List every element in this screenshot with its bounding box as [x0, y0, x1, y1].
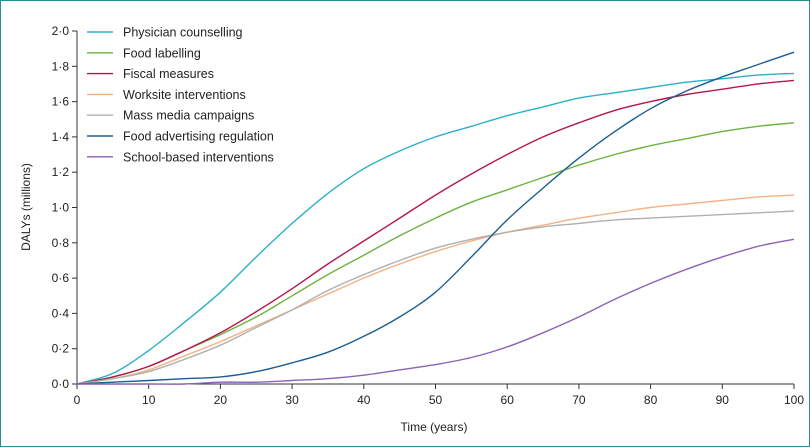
- legend-label: Food advertising regulation: [123, 130, 274, 144]
- legend-label: Food labelling: [123, 46, 201, 60]
- y-tick-label: 0·2: [52, 342, 70, 356]
- y-tick-label: 1·0: [52, 201, 70, 215]
- y-tick-label: 2·0: [52, 24, 70, 38]
- y-tick-label: 0·8: [52, 236, 70, 250]
- y-tick-label: 1·4: [52, 130, 70, 144]
- x-axis-title: Time (years): [401, 420, 468, 434]
- legend-label: Physician counselling: [123, 26, 243, 40]
- series-line-physician-counselling: [76, 72, 795, 385]
- series-line-mass-media-campaigns: [76, 210, 795, 385]
- y-tick-label: 0·4: [52, 306, 70, 320]
- y-axis-title: DALYs (millions): [19, 163, 33, 251]
- x-tick-label: 40: [357, 393, 371, 407]
- series-line-worksite-interventions: [76, 194, 795, 385]
- legend-label: Fiscal measures: [123, 67, 214, 81]
- series-line-food-advertising-regulation: [76, 51, 795, 385]
- series-lines: [76, 51, 795, 385]
- x-tick-label: 0: [74, 393, 81, 407]
- x-tick-label: 50: [429, 393, 443, 407]
- series-line-school-based-interventions: [76, 238, 795, 385]
- x-tick-label: 70: [572, 393, 586, 407]
- legend: Physician counselling Food labelling Fisca…: [87, 26, 274, 164]
- y-tick-label: 1·2: [52, 165, 70, 179]
- y-tick-label: 0·0: [52, 377, 70, 391]
- x-tick-label: 90: [716, 393, 730, 407]
- legend-label: Mass media campaigns: [123, 109, 254, 123]
- y-tick-label: 1·8: [52, 59, 70, 73]
- x-tick-label: 20: [214, 393, 228, 407]
- x-tick-label: 80: [644, 393, 658, 407]
- x-tick-label: 10: [142, 393, 156, 407]
- x-tick-label: 60: [501, 393, 515, 407]
- y-tick-label: 1·6: [52, 95, 70, 109]
- legend-label: Worksite interventions: [123, 88, 246, 102]
- legend-label: School-based interventions: [123, 150, 274, 164]
- x-tick-label: 30: [285, 393, 299, 407]
- y-tick-label: 0·6: [52, 271, 70, 285]
- series-line-fiscal-measures: [76, 79, 795, 385]
- x-tick-label: 100: [784, 393, 804, 407]
